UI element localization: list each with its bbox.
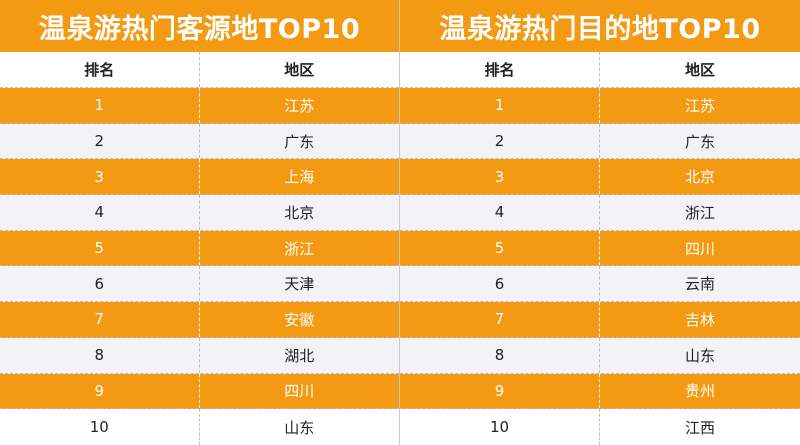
table-row: 9 贵州	[400, 373, 800, 410]
region-cell: 贵州	[684, 382, 715, 401]
rank-cell: 2	[0, 123, 200, 159]
table-row: 4 北京	[0, 195, 399, 231]
table-row: 5 四川	[400, 230, 800, 267]
table-row: 8 山东	[400, 337, 800, 374]
region-cell: 广东	[284, 132, 315, 151]
region-cell: 上海	[284, 168, 315, 187]
table-row: 9 四川	[0, 373, 399, 410]
region-cell: 北京	[284, 203, 315, 222]
header-rank: 排名	[0, 52, 200, 87]
region-cell: 山东	[284, 418, 315, 437]
rank-cell: 6	[0, 266, 200, 302]
table-row: 2 广东	[0, 123, 399, 160]
region-cell: 江西	[684, 418, 715, 437]
table-row: 10 江西	[400, 409, 800, 445]
region-cell: 山东	[684, 346, 715, 365]
rank-cell: 4	[0, 195, 200, 230]
rank-cell: 1	[0, 88, 200, 123]
rank-cell: 7	[400, 302, 600, 337]
table-row: 3 北京	[400, 159, 800, 196]
region-cell: 浙江	[284, 239, 315, 258]
table-row: 8 湖北	[0, 337, 399, 374]
table-row: 6 天津	[0, 266, 399, 303]
region-cell: 浙江	[684, 203, 715, 222]
table-row: 6 云南	[400, 266, 800, 303]
rank-cell: 4	[400, 195, 600, 230]
destination-table-title: 温泉游热门目的地TOP10	[400, 0, 800, 52]
table-row: 1 江苏	[0, 88, 399, 124]
region-cell: 四川	[684, 239, 715, 258]
destination-table: 排名 地区 1 江苏 2 广东 3 北京 4 浙江 5 四川 6 云南 7 吉林 8 山东 9 贵州 10 江西	[400, 52, 800, 445]
table-row: 5 浙江	[0, 230, 399, 267]
source-table: 排名 地区 1 江苏 2 广东 3 上海 4 北京 5 浙江 6 天津 7 安徽 8 湖北 9 四川 10 山东	[0, 52, 399, 445]
source-table-panel: 温泉游热门客源地TOP10 排名 地区 1 江苏 2 广东 3 上海 4 北京 5 浙江 6 天津 7 安徽 8…	[0, 0, 400, 445]
region-cell: 广东	[684, 132, 715, 151]
region-cell: 湖北	[284, 346, 315, 365]
rank-cell: 9	[400, 373, 600, 409]
rank-cell: 8	[0, 337, 200, 373]
region-cell: 天津	[284, 275, 315, 294]
table-row: 2 广东	[400, 123, 800, 160]
rank-cell: 6	[400, 266, 600, 302]
table-row: 4 浙江	[400, 195, 800, 231]
source-table-title: 温泉游热门客源地TOP10	[0, 0, 399, 52]
header-region: 地区	[684, 61, 715, 79]
region-cell: 吉林	[684, 310, 715, 329]
table-row: 7 吉林	[400, 302, 800, 338]
region-cell: 四川	[284, 382, 315, 401]
table-row: 10 山东	[0, 409, 399, 445]
table-header-row: 排名 地区	[0, 52, 399, 88]
header-region: 地区	[284, 61, 315, 79]
region-cell: 江苏	[684, 96, 715, 115]
rank-cell: 8	[400, 337, 600, 373]
rank-cell: 5	[0, 230, 200, 266]
region-cell: 安徽	[284, 310, 315, 329]
table-row: 1 江苏	[400, 88, 800, 124]
rank-cell: 10	[0, 409, 200, 445]
table-row: 7 安徽	[0, 302, 399, 338]
rank-cell: 3	[400, 159, 600, 195]
region-cell: 江苏	[284, 96, 315, 115]
region-cell: 北京	[684, 168, 715, 187]
rank-cell: 9	[0, 373, 200, 409]
rank-cell: 5	[400, 230, 600, 266]
rank-cell: 10	[400, 409, 600, 445]
destination-table-panel: 温泉游热门目的地TOP10 排名 地区 1 江苏 2 广东 3 北京 4 浙江 5 四川 6 云南 7 吉林 8…	[400, 0, 800, 445]
table-row: 3 上海	[0, 159, 399, 196]
header-rank: 排名	[400, 52, 600, 87]
region-cell: 云南	[684, 275, 715, 294]
rank-cell: 7	[0, 302, 200, 337]
table-header-row: 排名 地区	[400, 52, 800, 88]
rank-cell: 3	[0, 159, 200, 195]
rank-cell: 2	[400, 123, 600, 159]
rank-cell: 1	[400, 88, 600, 123]
